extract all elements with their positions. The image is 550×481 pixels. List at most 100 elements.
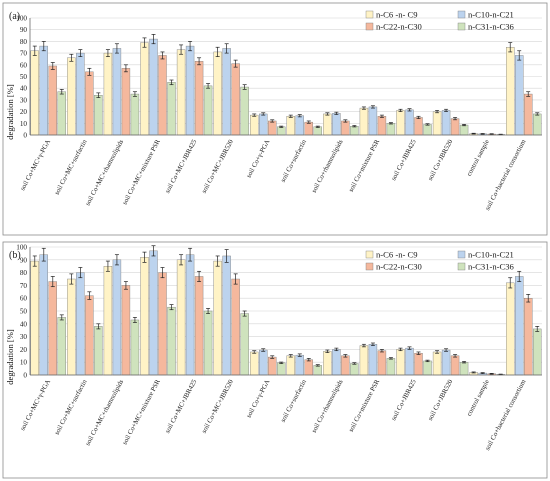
error-bar [188,41,193,52]
error-bar [535,112,540,116]
bar [277,362,286,376]
error-bar [233,273,238,285]
error-bar [50,276,55,288]
bar [167,306,176,376]
error-bar [32,255,37,267]
category-label: soil Co+JBR520 [427,138,455,182]
y-tick-label: 20 [20,108,28,116]
bar [450,118,460,136]
bar [185,254,195,376]
bar [359,107,369,136]
bar [414,117,423,136]
bar [386,358,396,376]
bar [441,110,451,136]
panel-label: (a) [9,11,20,22]
bar [524,93,533,136]
error-bar [206,83,211,89]
category-label: soil Co+MC+rhamnolipids [84,378,125,447]
bar [396,110,405,136]
error-bar [517,50,522,61]
error-bar [444,348,449,352]
error-bar [233,59,238,68]
error-bar [188,247,193,262]
legend-item: n-C31-n-C36 [457,262,515,272]
error-bar [87,291,92,300]
axes [29,247,542,376]
error-bar [252,350,257,354]
error-bar [334,111,339,115]
error-bar [453,354,458,358]
bar [515,276,524,376]
bar [533,113,542,136]
error-bar [169,79,174,86]
error-bar [315,364,320,367]
y-tick-label: 30 [20,96,28,104]
category-label: soil Co+γ-PGA [246,139,272,180]
error-bar [325,349,330,353]
error-bar [489,133,494,135]
error-bar [59,314,64,321]
bar [515,55,524,136]
bar [259,113,268,136]
bar [30,50,39,136]
error-bar [416,351,421,355]
y-axis-label: degradation [%] [5,329,15,385]
legend-label: n-C10-n-C21 [468,250,514,260]
legend-label: n-C6 -n- C9 [376,10,418,20]
error-bar [435,110,440,114]
error-bar [471,371,476,374]
y-tick-label: 10 [20,120,28,128]
bar [377,350,387,376]
error-bar [435,350,440,354]
category-label: soil Co+γ-PGA [246,379,272,420]
error-bar [361,106,366,110]
error-bar [370,342,375,346]
error-bar [197,270,202,282]
category-labels: soil Co+MC+γ-PGA soil Co+MC+surfactinsoil… [19,138,527,212]
error-bar [252,113,257,117]
legend-swatch [457,22,466,31]
error-bar [379,114,384,118]
bar [103,266,113,376]
error-bar [407,108,412,112]
category-label: soil Co+mixture PSR [348,378,382,433]
bar [103,52,113,136]
category-label: soil Co+surfactin [280,138,309,183]
bar [94,95,103,136]
bar [39,254,48,376]
axes [29,18,542,136]
bar [76,272,85,376]
category-label: soil Co+MC+γ-PGA [19,379,52,432]
y-tick-label: 0 [23,132,27,140]
error-bar [352,362,357,365]
error-bar [224,249,229,263]
error-bar [379,349,384,353]
bar [176,259,186,376]
bar [76,52,85,136]
error-bar [179,44,184,55]
bar [57,91,66,136]
category-label: soil Co+surfactin [280,378,309,423]
bar [432,111,442,136]
bar [332,349,341,376]
error-bar [270,119,275,123]
bar [121,285,131,376]
bar [459,362,469,376]
bar [250,351,259,376]
bar [176,49,186,136]
bar [231,63,240,136]
error-bar [197,57,202,66]
bar [304,359,313,376]
error-bar [279,361,284,364]
bar [423,124,432,136]
y-tick-label: 50 [20,308,28,316]
error-bar [87,67,92,76]
category-label: soil Co+rhamnolipids [311,378,345,434]
chart-frame [2,2,548,236]
y-tick-label: 60 [20,61,28,69]
y-tick-label: 70 [20,50,28,58]
bar [396,349,405,376]
error-bar [41,41,46,52]
error-bar [471,132,476,135]
